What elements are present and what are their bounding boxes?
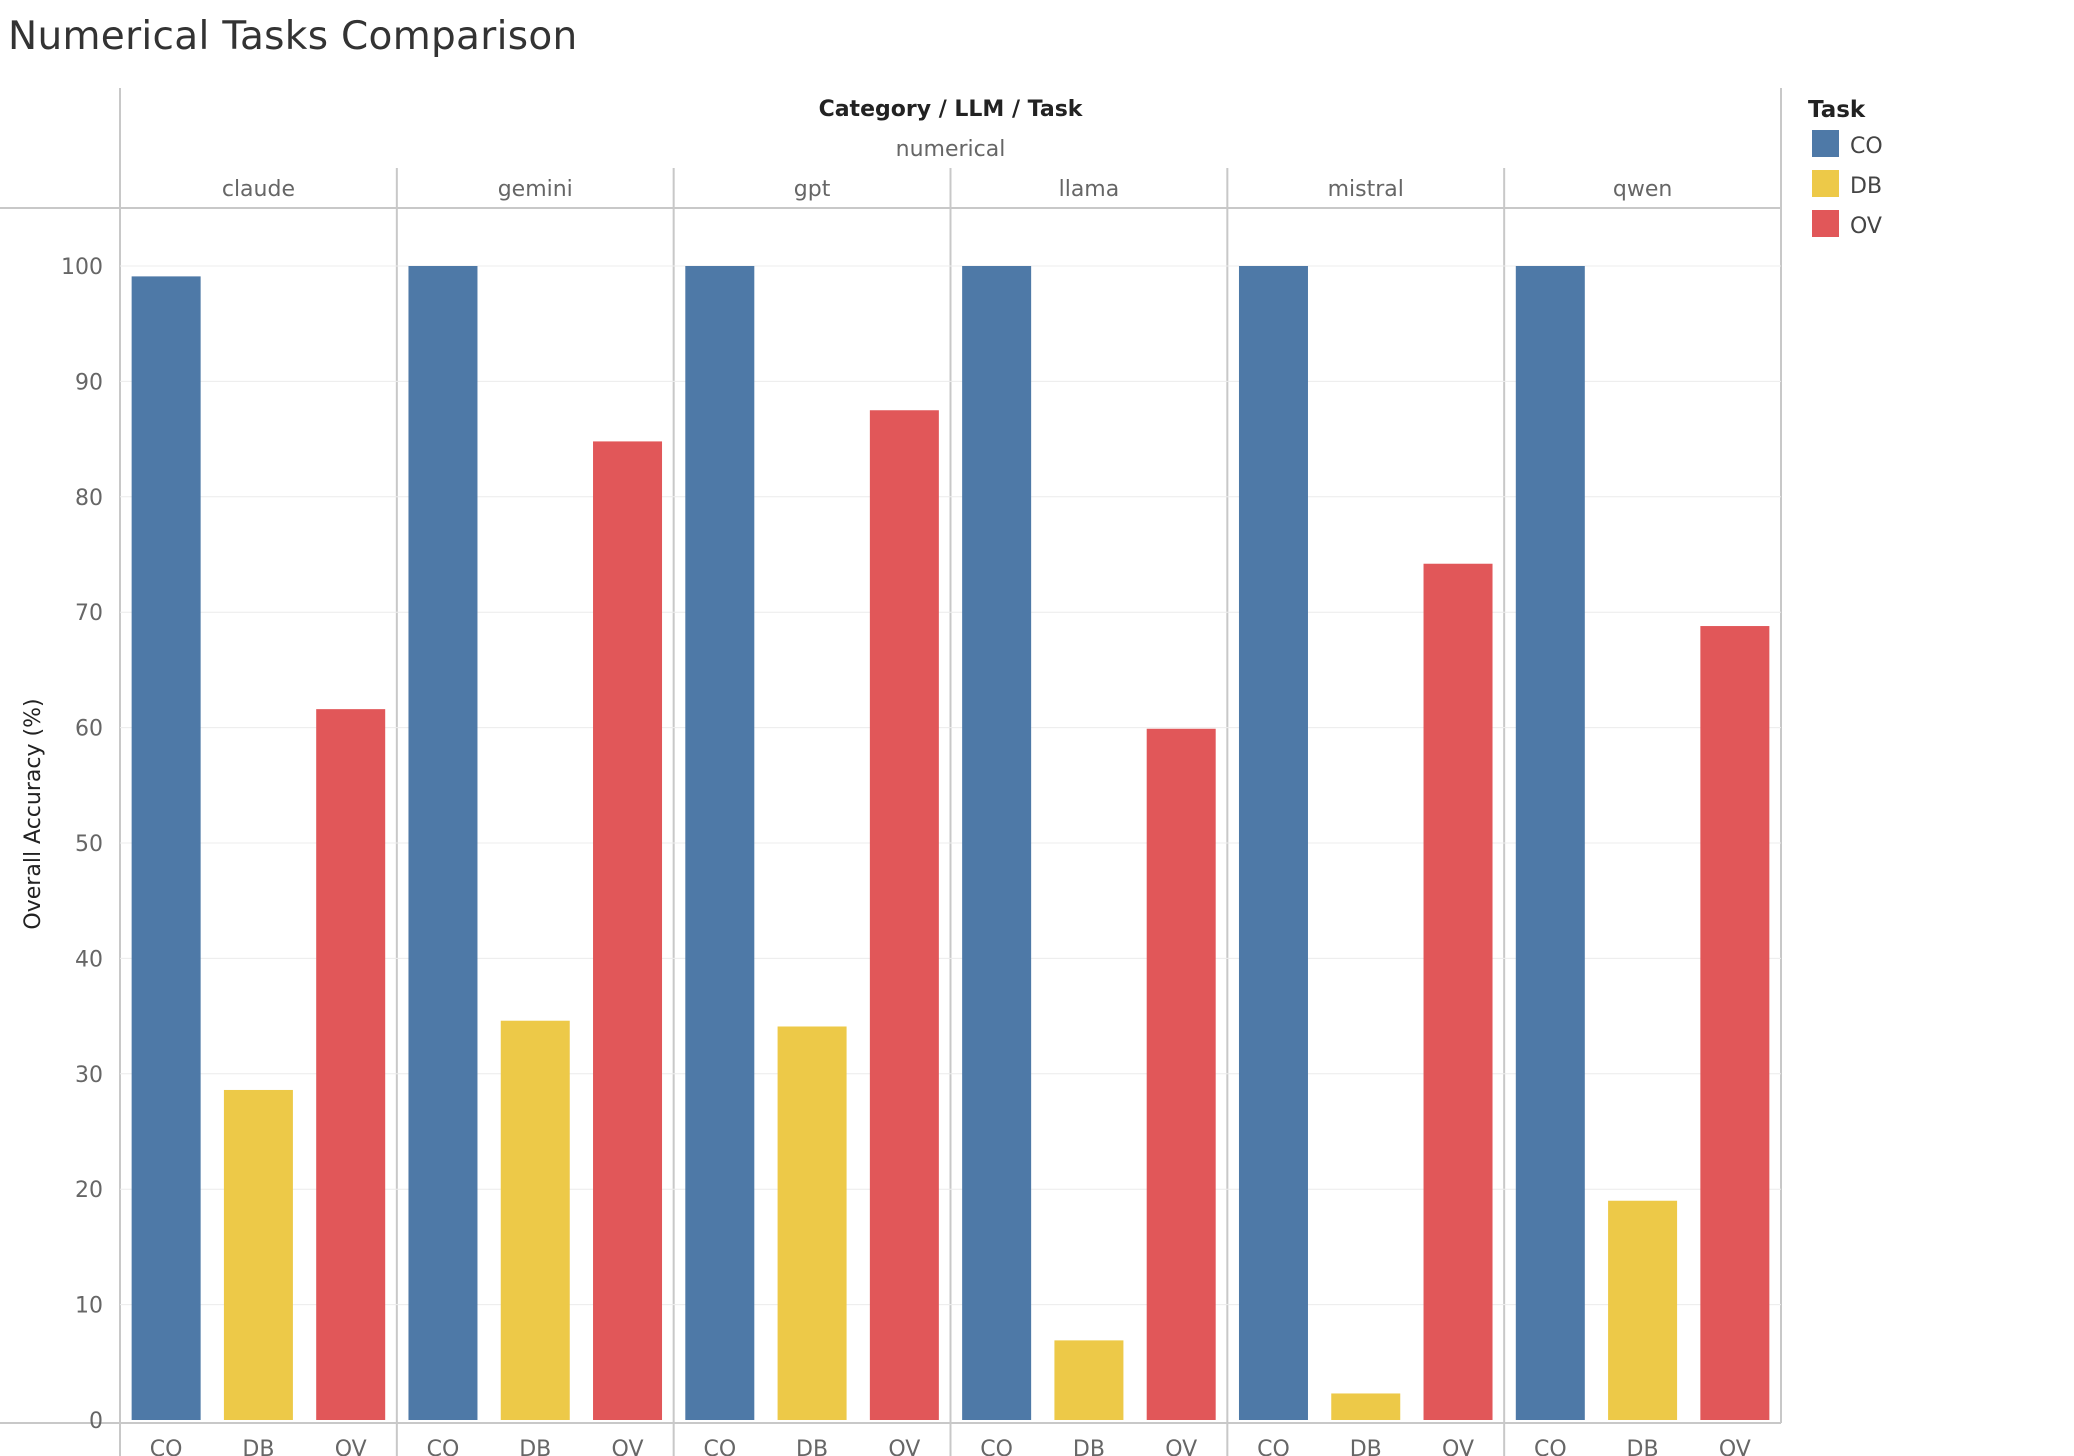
x-tick-label: OV [1442, 1437, 1474, 1456]
x-tick-label: DB [1350, 1437, 1382, 1456]
bar-qwen-CO [1515, 266, 1585, 1420]
legend-label-OV: OV [1850, 214, 1882, 239]
legend-label-CO: CO [1850, 134, 1883, 159]
group-label-claude: claude [222, 177, 295, 202]
bar-mistral-OV [1423, 563, 1493, 1420]
bar-mistral-DB [1331, 1393, 1401, 1420]
bar-llama-CO [962, 266, 1032, 1420]
y-tick-label: 90 [75, 370, 103, 395]
x-tick-label: DB [1073, 1437, 1105, 1456]
y-tick-label: 70 [75, 601, 103, 626]
x-tick-label: OV [1165, 1437, 1197, 1456]
x-tick-label: OV [1719, 1437, 1751, 1456]
x-tick-label: CO [703, 1437, 736, 1456]
legend-swatch-DB [1812, 170, 1839, 197]
bar-qwen-OV [1700, 626, 1770, 1420]
group-label-mistral: mistral [1328, 177, 1404, 202]
chart-frame [0, 88, 1782, 1456]
x-tick-label: DB [1627, 1437, 1659, 1456]
bar-gemini-DB [500, 1020, 570, 1420]
bar-llama-DB [1054, 1340, 1124, 1420]
bar-gpt-OV [869, 410, 939, 1420]
y-tick-label: 20 [75, 1178, 103, 1203]
header-title: Category / LLM / Task [819, 97, 1084, 122]
group-label-qwen: qwen [1613, 177, 1672, 202]
x-tick-label: DB [519, 1437, 551, 1456]
x-tick-label: CO [150, 1437, 183, 1456]
x-tick-label: CO [1257, 1437, 1290, 1456]
x-tick-label: OV [888, 1437, 920, 1456]
group-label-gemini: gemini [498, 177, 573, 202]
y-tick-label: 50 [75, 832, 103, 857]
x-tick-label: DB [242, 1437, 274, 1456]
y-tick-label: 40 [75, 947, 103, 972]
y-axis-title: Overall Accuracy (%) [21, 698, 46, 929]
x-tick-label: OV [612, 1437, 644, 1456]
y-tick-label: 30 [75, 1063, 103, 1088]
legend: Task CO DB OV [1808, 97, 1883, 239]
bar-llama-OV [1146, 728, 1216, 1420]
y-tick-label: 100 [61, 255, 103, 280]
x-tick-label: CO [980, 1437, 1013, 1456]
x-tick-label: CO [1534, 1437, 1567, 1456]
y-tick-label: 10 [75, 1294, 103, 1319]
bars [131, 266, 1770, 1421]
bar-claude-OV [316, 709, 386, 1420]
page-title: Numerical Tasks Comparison [8, 14, 578, 59]
x-tick-label: CO [427, 1437, 460, 1456]
gridlines [120, 265, 1781, 1306]
y-tick-label: 80 [75, 486, 103, 511]
legend-label-DB: DB [1850, 174, 1882, 199]
bar-gemini-CO [408, 266, 478, 1420]
labels: Category / LLM / Task numerical Overall … [21, 97, 1751, 1456]
bar-qwen-DB [1608, 1200, 1678, 1420]
group-label-llama: llama [1059, 177, 1120, 202]
x-tick-label: DB [796, 1437, 828, 1456]
category-label: numerical [896, 137, 1006, 162]
legend-swatch-CO [1812, 130, 1839, 157]
bar-mistral-CO [1238, 266, 1308, 1420]
group-label-gpt: gpt [794, 177, 831, 202]
bar-claude-DB [223, 1089, 293, 1420]
legend-swatch-OV [1812, 210, 1839, 237]
bar-gpt-CO [685, 266, 755, 1420]
legend-title: Task [1808, 97, 1866, 123]
x-tick-label: OV [335, 1437, 367, 1456]
bar-gemini-OV [593, 441, 663, 1421]
bar-gpt-DB [777, 1026, 847, 1420]
bar-claude-CO [131, 276, 201, 1420]
y-tick-label: 60 [75, 717, 103, 742]
y-tick-label: 0 [89, 1409, 103, 1434]
